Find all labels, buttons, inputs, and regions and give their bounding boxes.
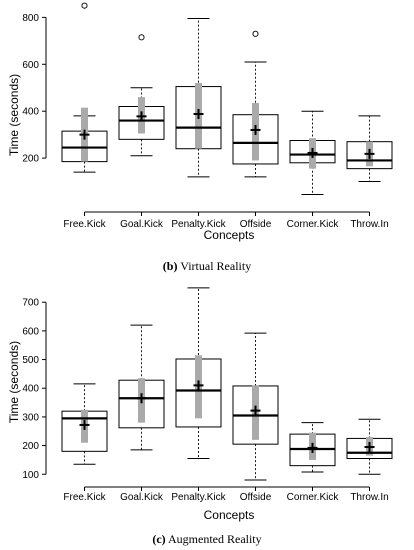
x-tick-label: Throw.In [350, 219, 388, 230]
panel-caption: (c) Augmented Reality [152, 532, 261, 546]
caption-label: (c) [152, 532, 165, 546]
x-tick-label: Offside [240, 492, 272, 503]
x-tick-label: Corner.Kick [287, 492, 340, 503]
panel-virtual-reality: Time (seconds) Concepts (b) Virtual Real… [7, 2, 393, 273]
x-tick-label: Corner.Kick [287, 219, 340, 230]
panel-y-label: Time (seconds) [7, 74, 21, 156]
y-tick-label: 600 [22, 326, 39, 337]
panel-x-label: Concepts [204, 508, 255, 522]
y-tick-label: 700 [22, 298, 39, 309]
y-tick-label: 200 [22, 154, 39, 165]
y-tick-label: 200 [22, 441, 39, 452]
y-tick-label: 400 [22, 384, 39, 395]
caption-text: Virtual Reality [180, 259, 251, 273]
caption-label: (b) [163, 259, 178, 273]
y-tick-label: 300 [22, 412, 39, 423]
x-tick-label: Penalty.Kick [171, 492, 226, 503]
x-tick-label: Goal.Kick [120, 492, 164, 503]
y-tick-label: 600 [22, 60, 39, 71]
panel-y-label: Time (seconds) [7, 341, 21, 423]
outlier-point [252, 30, 259, 37]
x-tick-label: Offside [240, 219, 272, 230]
outlier-point [81, 2, 88, 9]
panel-augmented-reality: Time (seconds) Concepts (c) Augmented Re… [7, 287, 393, 546]
outlier-point [138, 34, 145, 41]
y-tick-label: 800 [22, 13, 39, 24]
y-tick-label: 400 [22, 107, 39, 118]
x-tick-label: Free.Kick [63, 492, 106, 503]
y-tick-label: 100 [22, 470, 39, 481]
x-tick-label: Penalty.Kick [171, 219, 226, 230]
x-tick-label: Throw.In [350, 492, 388, 503]
x-tick-label: Free.Kick [63, 219, 106, 230]
x-tick-label: Goal.Kick [120, 219, 164, 230]
caption-text: Augmented Reality [168, 532, 262, 546]
y-tick-label: 500 [22, 355, 39, 366]
panel-x-label: Concepts [204, 228, 255, 242]
panel-caption: (b) Virtual Reality [163, 259, 251, 273]
